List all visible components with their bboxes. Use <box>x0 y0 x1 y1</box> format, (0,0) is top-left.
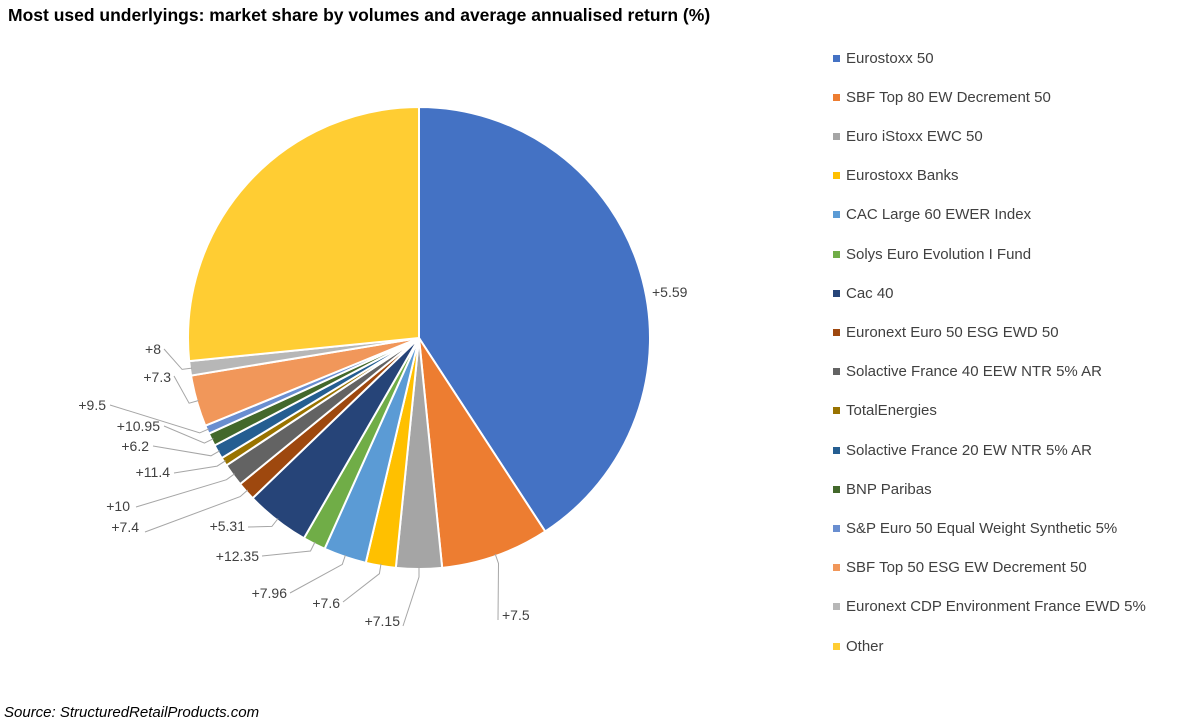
legend-label: SBF Top 50 ESG EW Decrement 50 <box>846 559 1087 577</box>
data-label-3: +7.6 <box>312 595 340 611</box>
legend-swatch <box>833 132 840 140</box>
legend-item-14: Euronext CDP Environment France EWD 5% <box>833 596 1146 618</box>
pie-slice-15 <box>187 105 420 363</box>
leader-line-12 <box>109 404 210 434</box>
legend-label: Euro iStoxx EWC 50 <box>846 127 983 145</box>
data-label-11: +10.95 <box>117 418 160 434</box>
legend-swatch <box>833 485 840 493</box>
legend-swatch <box>833 172 840 180</box>
legend-swatch <box>833 328 840 336</box>
legend-swatch <box>833 368 840 376</box>
leader-line-1 <box>494 553 500 621</box>
data-label-2: +7.15 <box>365 613 401 629</box>
legend-label: SBF Top 80 EW Decrement 50 <box>846 88 1051 106</box>
legend-item-1: SBF Top 80 EW Decrement 50 <box>833 86 1051 108</box>
data-label-5: +12.35 <box>216 548 259 564</box>
legend-item-5: Solys Euro Evolution I Fund <box>833 243 1031 265</box>
legend-label: Eurostoxx Banks <box>846 167 959 185</box>
data-label-6: +5.31 <box>210 518 246 534</box>
legend-swatch <box>833 54 840 62</box>
data-label-4: +7.96 <box>252 585 288 601</box>
legend-label: CAC Large 60 EWER Index <box>846 206 1032 224</box>
legend-item-2: Euro iStoxx EWC 50 <box>833 125 983 147</box>
data-label-12: +9.5 <box>78 397 106 413</box>
legend-swatch <box>833 642 840 650</box>
leader-line-5 <box>261 541 316 557</box>
leader-line-10 <box>152 445 220 457</box>
legend-item-7: Euronext Euro 50 ESG EWD 50 <box>833 321 1059 343</box>
legend-label: Euronext CDP Environment France EWD 5% <box>846 598 1146 616</box>
data-label-1: +7.5 <box>502 607 530 623</box>
leader-line-4 <box>289 554 346 594</box>
leader-line-3 <box>342 563 382 603</box>
leader-line-13 <box>173 375 199 404</box>
legend-swatch <box>833 289 840 297</box>
data-labels: +5.59 +7.5 +7.15 +7.6 +7.96 +12.35 +5.31 +7.4 +1… <box>78 284 687 629</box>
leader-line-14 <box>163 348 193 370</box>
legend-swatch <box>833 564 840 572</box>
leader-line-7 <box>144 489 249 533</box>
legend-item-11: BNP Paribas <box>833 478 932 500</box>
legend-item-8: Solactive France 40 EEW NTR 5% AR <box>833 361 1102 383</box>
legend-swatch <box>833 250 840 258</box>
leader-line-2 <box>402 567 420 627</box>
pie-slices <box>187 105 651 570</box>
data-label-13: +7.3 <box>143 369 171 385</box>
legend-label: Solactive France 20 EW NTR 5% AR <box>846 441 1092 459</box>
legend-swatch <box>833 93 840 101</box>
legend-swatch <box>833 407 840 415</box>
legend-swatch <box>833 524 840 532</box>
legend-item-6: Cac 40 <box>833 282 894 304</box>
data-label-7: +7.4 <box>111 519 139 535</box>
legend-swatch <box>833 446 840 454</box>
legend-label: Eurostoxx 50 <box>846 49 934 67</box>
data-label-8: +10 <box>106 498 130 514</box>
legend-item-12: S&P Euro 50 Equal Weight Synthetic 5% <box>833 517 1117 539</box>
data-label-9: +11.4 <box>136 464 171 480</box>
legend-item-0: Eurostoxx 50 <box>833 47 934 69</box>
legend-label: TotalEnergies <box>846 402 937 420</box>
legend-swatch <box>833 603 840 611</box>
legend-label: S&P Euro 50 Equal Weight Synthetic 5% <box>846 519 1118 537</box>
legend-item-10: Solactive France 20 EW NTR 5% AR <box>833 439 1092 461</box>
chart-title: Most used underlyings: market share by v… <box>8 5 711 25</box>
legend-label: Solactive France 40 EEW NTR 5% AR <box>846 363 1102 381</box>
legend-label: Euronext Euro 50 ESG EWD 50 <box>846 323 1059 341</box>
leader-line-11 <box>163 425 214 444</box>
legend-item-13: SBF Top 50 ESG EW Decrement 50 <box>833 557 1087 579</box>
source-note: Source: StructuredRetailProducts.com <box>4 704 260 721</box>
legend-label: Cac 40 <box>846 284 894 302</box>
leader-line-6 <box>247 518 279 528</box>
legend-label: BNP Paribas <box>846 480 932 498</box>
legend-item-9: TotalEnergies <box>833 400 937 422</box>
leader-line-8 <box>135 473 235 508</box>
data-label-0: +5.59 <box>652 284 688 300</box>
leader-line-9 <box>173 460 226 474</box>
legend-item-3: Eurostoxx Banks <box>833 165 959 187</box>
data-label-10: +6.2 <box>121 438 149 454</box>
data-label-14: +8 <box>145 341 161 357</box>
legend-item-4: CAC Large 60 EWER Index <box>833 204 1031 226</box>
legend-item-15: Other <box>833 635 884 657</box>
legend-label: Solys Euro Evolution I Fund <box>846 245 1032 263</box>
legend-label: Other <box>846 637 884 655</box>
legend-swatch <box>833 211 840 219</box>
leader-lines <box>109 348 500 627</box>
